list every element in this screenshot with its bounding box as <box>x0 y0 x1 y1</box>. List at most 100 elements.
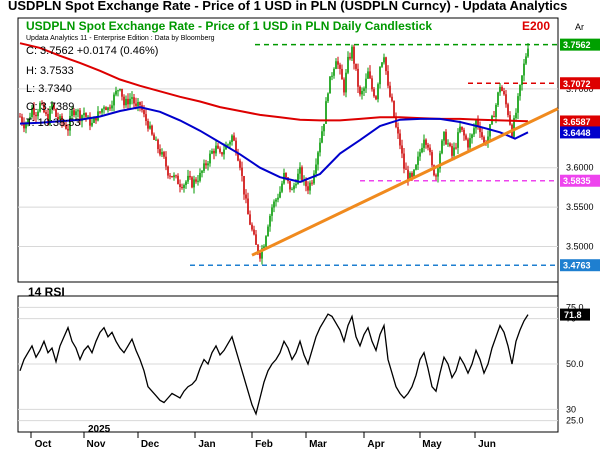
candle-body <box>455 147 457 149</box>
price-tag-label: 3.7562 <box>563 40 591 50</box>
candle-body <box>319 142 321 153</box>
candle-body <box>211 150 213 154</box>
candle-body <box>251 224 253 230</box>
candle-body <box>469 138 471 148</box>
candle-body <box>309 182 311 191</box>
candle-body <box>91 122 93 126</box>
candle-body <box>471 134 473 139</box>
source-line: Updata Analytics 11 - Enterprise Edition… <box>26 35 215 42</box>
candle-body <box>223 149 225 155</box>
candle-body <box>343 79 345 93</box>
candle-body <box>379 66 381 85</box>
candle-body <box>285 172 287 178</box>
candle-body <box>133 97 135 104</box>
candle-body <box>41 103 43 105</box>
candle-body <box>177 175 179 185</box>
candle-body <box>135 103 137 106</box>
candle-body <box>385 57 387 72</box>
candle-body <box>207 163 209 166</box>
candle-body <box>279 191 281 198</box>
candle-body <box>115 90 117 95</box>
candle-body <box>221 152 223 155</box>
candle-body <box>241 167 243 176</box>
x-tick-label: Jun <box>478 439 496 450</box>
candle-body <box>507 104 509 116</box>
candle-body <box>399 133 401 146</box>
candle-body <box>429 147 431 153</box>
candle-body <box>427 144 429 148</box>
price-tag-label: 3.6448 <box>563 128 591 138</box>
candle-body <box>365 78 367 89</box>
ohlc-open: O: 3.7389 <box>26 101 74 113</box>
chart-title: USDPLN Spot Exchange Rate - Price of 1 U… <box>26 19 432 33</box>
candle-body <box>71 110 73 117</box>
candle-body <box>169 175 171 177</box>
x-tick-label: Mar <box>309 439 327 450</box>
candle-body <box>349 56 351 59</box>
candle-body <box>109 107 111 109</box>
candle-body <box>123 96 125 106</box>
candle-body <box>323 123 325 132</box>
support-trendline <box>251 107 559 257</box>
indicator-tag: E200 <box>522 19 550 33</box>
candle-body <box>377 84 379 100</box>
candlestick-series <box>19 43 529 265</box>
rsi-value-label: 71.8 <box>564 310 582 320</box>
candle-body <box>35 114 37 117</box>
candle-body <box>447 143 449 145</box>
candle-body <box>435 175 437 177</box>
candle-body <box>39 103 41 112</box>
candle-body <box>145 114 147 121</box>
candle-body <box>375 96 377 100</box>
candle-body <box>495 104 497 118</box>
candle-body <box>61 116 63 123</box>
candle-body <box>523 63 525 76</box>
candle-body <box>513 118 515 137</box>
candle-body <box>525 56 527 64</box>
candle-body <box>165 156 167 167</box>
candle-body <box>431 152 433 166</box>
candle-body <box>497 92 499 105</box>
candle-body <box>81 115 83 122</box>
candle-body <box>275 199 277 202</box>
candle-body <box>239 160 241 168</box>
candle-body <box>53 103 55 110</box>
candle-body <box>45 112 47 114</box>
price-tag-box <box>560 38 600 51</box>
candle-body <box>155 139 157 141</box>
x-axis-ticks: Oct Nov Dec Jan Feb Mar Apr May Jun <box>30 432 496 450</box>
candle-body <box>369 71 371 79</box>
candle-body <box>37 111 39 117</box>
rsi-tick-label: 50.0 <box>566 359 584 369</box>
candle-body <box>187 175 189 182</box>
candle-body <box>101 108 103 113</box>
candle-body <box>345 72 347 93</box>
candle-body <box>73 110 75 116</box>
candle-body <box>265 236 267 247</box>
candle-body <box>453 147 455 156</box>
candle-body <box>505 94 507 105</box>
candle-body <box>421 147 423 153</box>
rsi-title: 14 RSI <box>28 285 65 299</box>
candle-body <box>277 197 279 200</box>
candle-body <box>465 135 467 140</box>
window-title-bar: USDPLN Spot Exchange Rate - Price of 1 U… <box>0 0 602 14</box>
candle-body <box>75 111 77 116</box>
ohlc-time: T: 10:38:53 <box>26 117 80 129</box>
candle-body <box>493 115 495 118</box>
candle-body <box>55 109 57 117</box>
candle-body <box>199 172 201 181</box>
candle-body <box>237 152 239 161</box>
candle-body <box>405 168 407 170</box>
candle-body <box>209 153 211 164</box>
candle-body <box>403 153 405 169</box>
candle-body <box>449 143 451 147</box>
candle-body <box>89 116 91 126</box>
candle-body <box>355 63 357 69</box>
candle-body <box>231 135 233 142</box>
candle-body <box>347 56 349 73</box>
price-panel <box>17 17 559 283</box>
candle-body <box>25 123 27 129</box>
price-tag-box <box>560 174 600 187</box>
